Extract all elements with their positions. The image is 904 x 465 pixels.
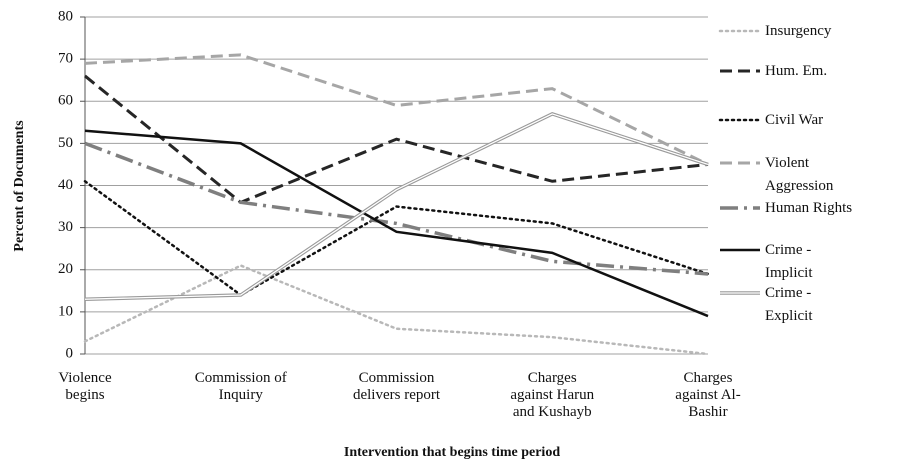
y-tick-label: 80 <box>58 8 73 24</box>
y-tick-label: 70 <box>58 51 73 67</box>
y-tick-label: 40 <box>58 177 73 193</box>
y-tick-label: 10 <box>58 303 73 319</box>
legend-label: Crime - Implicit <box>765 241 813 281</box>
series-line <box>83 264 710 356</box>
legend-label: Hum. Em. <box>765 62 828 79</box>
x-axis-title: Intervention that begins time period <box>344 445 560 460</box>
x-tick-label: Commission of Inquiry <box>194 370 287 403</box>
x-tick-label: Charges against Al-Bashir <box>675 370 741 420</box>
series-line-inner <box>84 113 709 300</box>
y-axis-title: Percent of Documents <box>12 120 27 252</box>
legend-label: Crime - Explicit <box>765 284 813 324</box>
y-tick-label: 50 <box>58 135 73 151</box>
legend-label: Human Rights <box>765 199 853 216</box>
y-tick-label: 0 <box>66 345 74 361</box>
series-line <box>84 129 709 318</box>
series-line <box>84 141 709 276</box>
series-line <box>83 180 710 297</box>
legend-label: Violent Aggression <box>765 154 834 194</box>
series-line <box>84 74 709 205</box>
series-line <box>84 53 709 166</box>
x-tick-label: Commission delivers report <box>352 370 441 403</box>
y-tick-label: 60 <box>58 93 73 109</box>
legend-label: Insurgency <box>765 22 832 39</box>
legend-label: Civil War <box>765 111 824 128</box>
y-tick-label: 20 <box>58 261 73 277</box>
x-tick-label: Violence begins <box>58 370 112 403</box>
x-tick-label: Charges against Harun and Kushayb <box>510 370 595 420</box>
y-tick-label: 30 <box>58 219 73 235</box>
